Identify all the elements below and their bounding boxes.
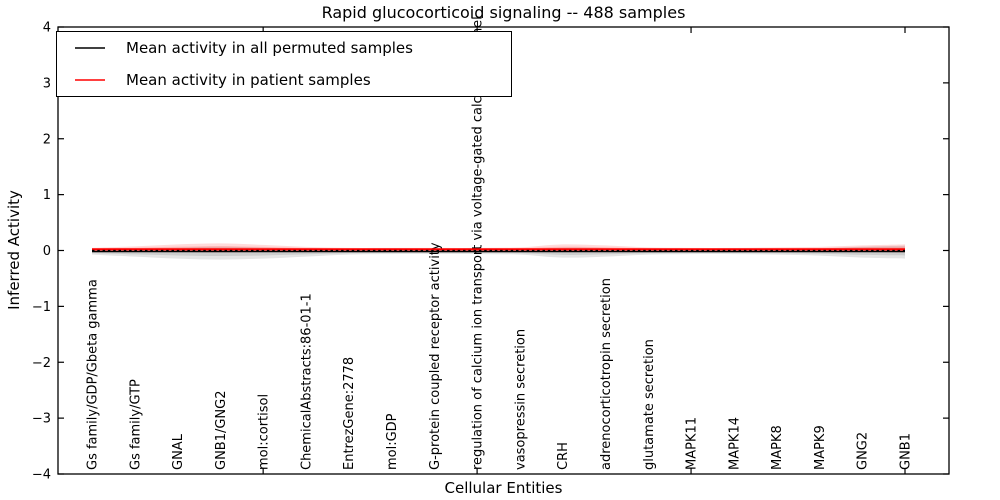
y-tick-label: 1 (43, 188, 51, 203)
x-tick-label: G-protein coupled receptor activity (428, 242, 443, 470)
x-tick-label: MAPK14 (727, 417, 742, 470)
x-tick-label: ChemicalAbstracts:86-01-1 (299, 293, 314, 470)
x-tick-label: vasopressin secretion (513, 329, 528, 470)
y-tick-label: −3 (32, 412, 51, 427)
chart-title: Rapid glucocorticoid signaling -- 488 sa… (321, 3, 686, 22)
x-tick-label: mol:cortisol (257, 394, 272, 470)
x-tick-label: MAPK11 (685, 417, 700, 470)
legend-label-permuted: Mean activity in all permuted samples (126, 39, 413, 57)
legend-label-patient: Mean activity in patient samples (126, 71, 371, 89)
y-tick-label: −1 (32, 300, 51, 315)
legend-row-patient: Mean activity in patient samples (57, 65, 511, 96)
x-tick-label: CRH (556, 442, 571, 470)
x-tick-label: Gs family/GTP (128, 379, 143, 470)
y-tick-label: −2 (32, 356, 51, 371)
y-tick-label: 2 (43, 132, 51, 147)
x-tick-label: adrenocorticotropin secretion (599, 278, 614, 470)
x-tick-label: GNB1 (899, 433, 914, 470)
legend-row-permuted: Mean activity in all permuted samples (57, 33, 511, 64)
x-axis-label: Cellular Entities (444, 479, 563, 497)
x-tick-label: Gs family/GDP/Gbeta gamma (86, 279, 101, 470)
x-tick-label: GNG2 (856, 432, 871, 470)
x-tick-label: EntrezGene:2778 (342, 357, 357, 470)
y-tick-label: −4 (32, 468, 51, 483)
x-tick-label: GNB1/GNG2 (214, 390, 229, 470)
legend-permuted-line-sample (75, 47, 105, 49)
x-tick-label: glutamate secretion (642, 339, 657, 470)
x-tick-label: MAPK9 (813, 425, 828, 470)
x-tick-label: regulation of calcium ion transport via … (471, 16, 486, 470)
x-tick-label: GNAL (171, 433, 186, 470)
y-tick-label: 3 (43, 76, 51, 91)
y-tick-label: 4 (43, 21, 51, 36)
legend-patient-line-sample (75, 79, 105, 81)
x-tick-label: MAPK8 (770, 425, 785, 470)
y-tick-label: 0 (43, 244, 51, 259)
legend: Mean activity in all permuted samples Me… (56, 31, 512, 97)
x-tick-label: mol:GDP (385, 413, 400, 470)
